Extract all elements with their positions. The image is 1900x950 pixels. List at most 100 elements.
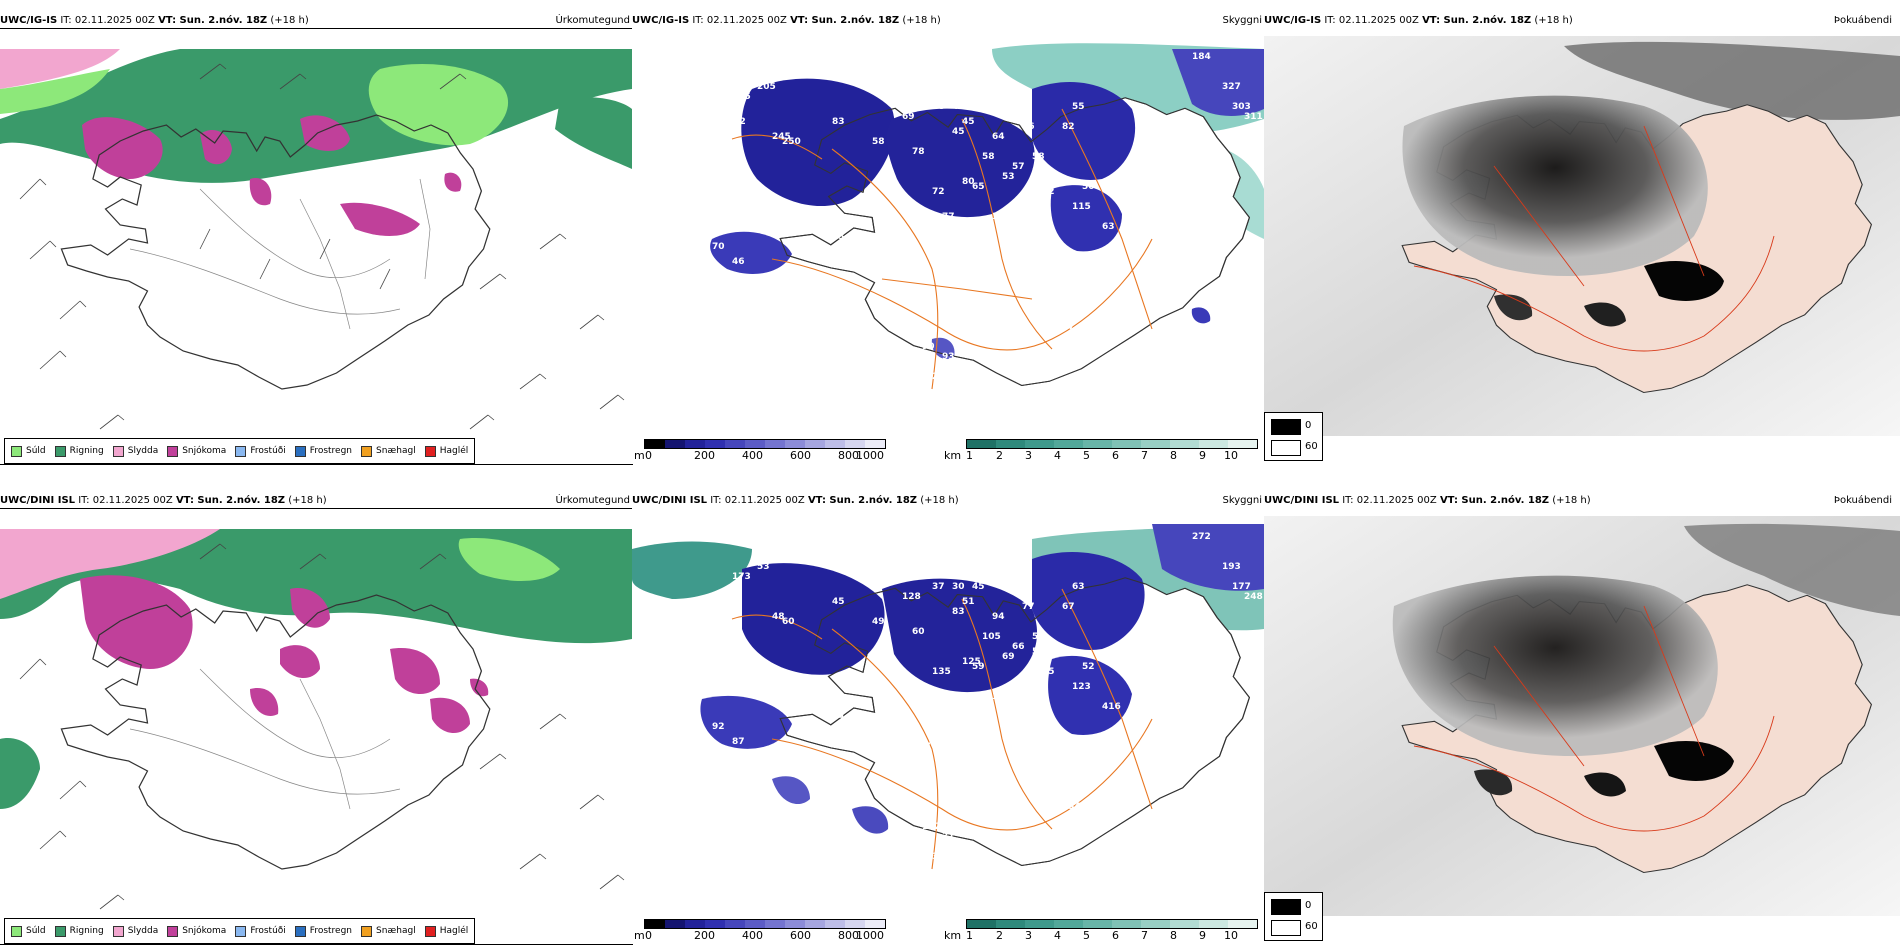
cloud-base-label: 55: [962, 257, 975, 267]
cloud-base-label: 248: [1244, 592, 1263, 602]
panel-precip-bottom: UWC/DINI ISL IT: 02.11.2025 00Z VT: Sun.…: [0, 494, 633, 945]
legend-swatch: [235, 925, 247, 937]
cloud-base-label: 60: [782, 617, 795, 627]
legend-swatch: [1271, 419, 1301, 435]
cloud-base-label: 90: [932, 257, 945, 267]
legend-item: Slydda: [112, 925, 158, 937]
drizzle-area: [0, 69, 110, 114]
cloud-base-label: 87: [732, 737, 745, 747]
cloud-base-label: 93: [942, 352, 955, 362]
cloud-base-label: 55: [782, 702, 795, 712]
cloud-base-label: 91: [1032, 167, 1045, 177]
cloud-base-label: 130: [892, 747, 911, 757]
legend-item: Snæhagl: [361, 445, 416, 457]
colorbar-segment: [1083, 920, 1112, 928]
cloud-base-label: 65: [972, 182, 985, 192]
colorbar-tick: 600: [790, 449, 811, 462]
colorbar-segment: [865, 920, 885, 928]
colorbar-tick: 1: [966, 929, 973, 942]
cloud-base-label: 83: [832, 117, 845, 127]
legend-item: Snæhagl: [361, 925, 416, 937]
model-name: UWC/IG-IS: [0, 15, 58, 26]
colorbar-tick: 3: [1025, 929, 1032, 942]
cloud-base-label: 74: [1032, 302, 1045, 312]
cloud-base-label: 82: [752, 822, 765, 832]
fog-dark-areas: [1392, 575, 1734, 797]
colorbar-segment: [765, 920, 785, 928]
cloud-base-label: 70: [712, 242, 725, 252]
init-time: IT: 02.11.2025 00Z: [1324, 15, 1419, 26]
colorbar-segment: [645, 440, 665, 448]
colorbar-segment: [705, 920, 725, 928]
colorbar-segment: [1112, 440, 1141, 448]
colorbar-tick: 200: [694, 929, 715, 942]
colorbar-tick: 5: [1083, 929, 1090, 942]
panel-title: Þokuábendi: [1833, 15, 1892, 26]
cloud-base-label: 77: [1022, 602, 1035, 612]
visibility-map: 184 327 303 311 245 205 212 245 250 83 58 78 48 46 43 4…: [632, 29, 1264, 429]
cloud-base-label: 212: [727, 117, 746, 127]
legend-swatch: [112, 925, 124, 937]
panel-visibility-top: UWC/IG-IS IT: 02.11.2025 00Z VT: Sun. 2.…: [632, 14, 1264, 464]
cloud-base-label: 63: [1102, 222, 1115, 232]
legend-label: Súld: [26, 446, 46, 456]
cloud-base-label: 92: [712, 722, 725, 732]
boundary-lines: [1413, 125, 1775, 352]
legend-swatch: [424, 925, 436, 937]
cloud-base-label: 184: [1192, 52, 1211, 62]
legend-item: Snjókoma: [167, 925, 227, 937]
panel-fog-bottom: UWC/DINI ISL IT: 02.11.2025 00Z VT: Sun.…: [1264, 494, 1900, 944]
cloud-base-label: 245: [732, 92, 751, 102]
colorbar-bar: [644, 439, 886, 449]
init-time: IT: 02.11.2025 00Z: [1342, 495, 1437, 506]
cloud-base-label: 62: [1042, 187, 1055, 197]
colorbar-unit: m: [634, 929, 645, 942]
cloud-base-label: 100: [962, 737, 981, 747]
legend-swatch: [361, 445, 373, 457]
cloud-base-label: 148: [1022, 747, 1041, 757]
legend-label: Haglél: [439, 926, 469, 936]
colorbar-bar: [644, 919, 886, 929]
legend-swatch: [54, 925, 66, 937]
cloud-base-label: 55: [1072, 102, 1085, 112]
legend-label: Rigning: [69, 446, 104, 456]
lead-time: (+18 h): [920, 495, 959, 506]
legend-item: Snjókoma: [167, 445, 226, 457]
colorbar-segment: [805, 440, 825, 448]
cloud-base-label: 73: [832, 232, 845, 242]
legend-label: Snjókoma: [182, 926, 227, 936]
fog-legend: 0 60: [1264, 412, 1323, 461]
cloud-base-label: 37: [932, 582, 945, 592]
road-network: [731, 108, 1153, 390]
cloud-base-label: 177: [1232, 582, 1251, 592]
cloud-base-label: 58: [982, 152, 995, 162]
cloud-base-label: 80: [962, 177, 975, 187]
colorbar-tick: 6: [1112, 929, 1119, 942]
panel-visibility-bottom: UWC/DINI ISL IT: 02.11.2025 00Z VT: Sun.…: [632, 494, 1264, 944]
legend-item: Slydda: [112, 445, 158, 457]
model-name: UWC/IG-IS: [1264, 15, 1322, 26]
lead-time: (+18 h): [270, 15, 309, 26]
legend-label: 0: [1305, 900, 1312, 911]
colorbar-segment: [1199, 920, 1228, 928]
cloudbase-colorbar: m 0 200 400 600 800 1000: [634, 919, 886, 943]
cloud-base-label: 78: [912, 147, 925, 157]
cloud-base-label: 139: [782, 222, 801, 232]
cloud-base-label: 303: [1232, 102, 1251, 112]
cloud-base-label: 48: [772, 612, 785, 622]
boundary-lines: [1413, 605, 1775, 832]
colorbar-tick: 800: [838, 449, 859, 462]
colorbar-tick: 9: [1199, 449, 1206, 462]
legend-item: Rigning: [54, 925, 104, 937]
fog-area: [1684, 523, 1900, 616]
cloud-base-label: 72: [932, 187, 945, 197]
cloud-base-label: 250: [782, 137, 801, 147]
colorbar-segment: [725, 920, 745, 928]
colorbar-segment: [1025, 920, 1054, 928]
colorbar-segment: [1054, 920, 1083, 928]
colorbar-tick: 2: [996, 449, 1003, 462]
legend-label: Haglél: [439, 446, 469, 456]
cloud-base-label: 45: [952, 127, 965, 137]
colorbar-segment: [1112, 920, 1141, 928]
